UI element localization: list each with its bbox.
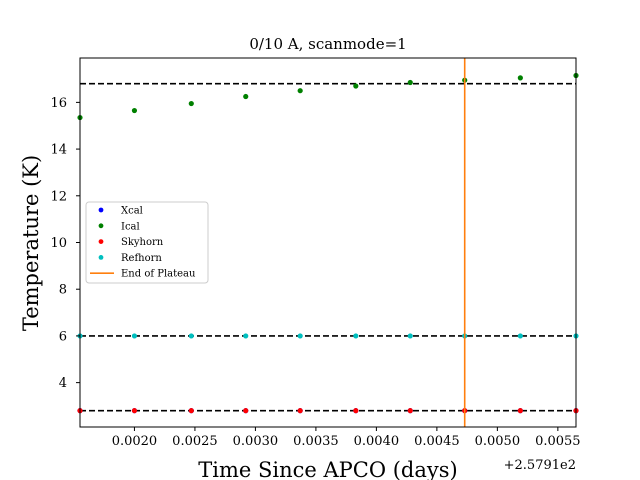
point-skyhorn xyxy=(297,408,303,414)
y-tick-label: 4 xyxy=(59,376,67,391)
point-ical xyxy=(188,100,194,107)
legend-label: End of Plateau xyxy=(121,269,196,280)
y-axis: 4 6 8 10 12 14 16 xyxy=(50,96,80,391)
x-axis: 0.0020 0.0025 0.0030 0.0035 0.0040 0.0045 0.00… xyxy=(112,427,581,449)
y-tick-label: 8 xyxy=(59,283,67,298)
point-refhorn xyxy=(131,333,138,339)
x-tick-label: 0.0055 xyxy=(535,434,581,449)
legend-marker-xcal xyxy=(98,207,104,213)
legend-marker-refhorn xyxy=(98,255,104,260)
y-tick-label: 16 xyxy=(50,96,67,111)
point-skyhorn xyxy=(407,408,413,414)
y-axis-label: Temperature (K) xyxy=(19,155,43,331)
plot-area xyxy=(77,58,579,427)
point-ical xyxy=(243,93,249,100)
x-tick-label: 0.0020 xyxy=(112,434,158,449)
point-ical xyxy=(297,88,303,94)
point-refhorn xyxy=(297,333,303,339)
x-axis-label: Time Since APCO (days) xyxy=(198,458,457,480)
legend-label: Xcal xyxy=(121,206,143,217)
x-tick-label: 0.0050 xyxy=(475,434,521,449)
x-tick-label: 0.0030 xyxy=(233,434,279,449)
point-ical xyxy=(131,107,138,114)
legend-label: Ical xyxy=(121,221,140,232)
point-skyhorn xyxy=(131,408,138,414)
legend-label: Skyhorn xyxy=(121,237,164,248)
point-refhorn xyxy=(353,333,359,339)
point-skyhorn xyxy=(517,408,523,414)
point-refhorn xyxy=(243,333,249,339)
y-tick-label: 6 xyxy=(59,329,67,344)
point-ical xyxy=(353,83,359,89)
point-refhorn xyxy=(517,333,523,339)
legend-marker-ical xyxy=(98,223,104,229)
point-refhorn xyxy=(407,333,413,339)
legend-marker-skyhorn xyxy=(98,239,104,245)
point-ical xyxy=(407,79,413,86)
x-tick-label: 0.0040 xyxy=(354,434,400,449)
chart-title: 0/10 A, scanmode=1 xyxy=(249,35,406,53)
legend: Xcal Ical Skyhorn Refhorn End of Plateau xyxy=(85,201,209,284)
x-tick-label: 0.0025 xyxy=(172,434,218,449)
x-offset-label: +2.5791e2 xyxy=(504,458,576,473)
y-tick-label: 12 xyxy=(50,189,67,204)
point-skyhorn xyxy=(188,408,194,414)
legend-box xyxy=(85,201,209,284)
point-skyhorn xyxy=(243,408,249,414)
point-ical xyxy=(517,75,523,81)
legend-label: Refhorn xyxy=(121,253,162,264)
point-refhorn xyxy=(188,333,194,339)
x-tick-label: 0.0045 xyxy=(414,434,460,449)
point-skyhorn xyxy=(353,408,359,414)
x-tick-label: 0.0035 xyxy=(293,434,339,449)
y-tick-label: 10 xyxy=(50,236,67,251)
y-tick-label: 14 xyxy=(50,143,67,158)
